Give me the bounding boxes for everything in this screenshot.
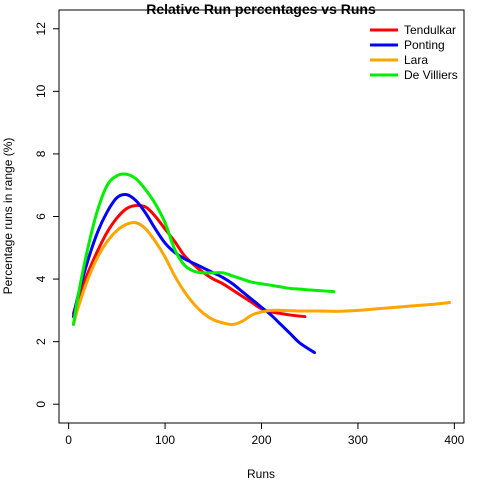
legend-label-tendulkar: Tendulkar xyxy=(404,23,456,37)
y-axis-label: Percentage runs in range (%) xyxy=(1,138,15,295)
series-layer xyxy=(71,172,452,355)
x-tick-label: 0 xyxy=(65,433,72,447)
series-line-lara xyxy=(71,220,452,326)
series-line-ponting xyxy=(71,192,317,355)
x-axis: 0 100 200 300 400 xyxy=(65,422,465,447)
y-tick-label: 12 xyxy=(34,22,48,36)
chart-title: Relative Run percentages vs Runs xyxy=(146,1,376,17)
y-tick-label: 6 xyxy=(34,213,48,220)
y-axis: 0 2 4 6 8 10 12 xyxy=(34,22,60,408)
x-axis-label: Runs xyxy=(247,467,275,480)
y-tick-label: 4 xyxy=(34,275,48,282)
y-tick-label: 10 xyxy=(34,84,48,98)
legend-label-ponting: Ponting xyxy=(404,38,445,52)
legend-label-lara: Lara xyxy=(404,53,428,67)
x-tick-label: 100 xyxy=(155,433,175,447)
x-tick-label: 200 xyxy=(251,433,271,447)
series-line-de-villiers xyxy=(71,172,336,326)
x-tick-label: 400 xyxy=(444,433,464,447)
y-tick-label: 2 xyxy=(34,338,48,345)
x-tick-label: 300 xyxy=(348,433,368,447)
y-tick-label: 8 xyxy=(34,150,48,157)
legend-label-de-villiers: De Villiers xyxy=(404,68,458,82)
y-tick-label: 0 xyxy=(34,401,48,408)
